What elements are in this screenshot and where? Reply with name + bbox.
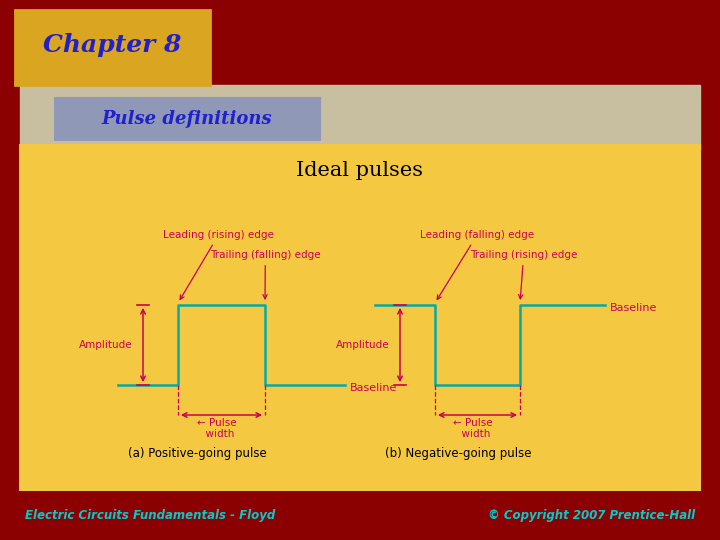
Text: Baseline: Baseline bbox=[610, 303, 657, 313]
Text: Trailing (rising) edge: Trailing (rising) edge bbox=[470, 250, 577, 299]
Text: Leading (falling) edge: Leading (falling) edge bbox=[420, 230, 534, 300]
Bar bbox=[15, 10, 210, 85]
Text: width: width bbox=[455, 429, 490, 439]
Bar bbox=[20, 85, 700, 150]
Text: Leading (rising) edge: Leading (rising) edge bbox=[163, 230, 274, 299]
Text: Ideal pulses: Ideal pulses bbox=[297, 160, 423, 179]
Text: (b) Negative-going pulse: (b) Negative-going pulse bbox=[385, 447, 531, 460]
Text: Pulse definitions: Pulse definitions bbox=[102, 110, 272, 128]
Text: ← Pulse: ← Pulse bbox=[453, 418, 492, 428]
Text: ← Pulse: ← Pulse bbox=[197, 418, 236, 428]
Text: Trailing (falling) edge: Trailing (falling) edge bbox=[210, 250, 320, 299]
Text: Baseline: Baseline bbox=[350, 383, 397, 393]
Text: © Copyright 2007 Prentice-Hall: © Copyright 2007 Prentice-Hall bbox=[488, 510, 695, 523]
Bar bbox=[55, 98, 320, 140]
Bar bbox=[0, 492, 720, 540]
Bar bbox=[20, 145, 700, 490]
Text: (a) Positive-going pulse: (a) Positive-going pulse bbox=[128, 447, 266, 460]
Text: Amplitude: Amplitude bbox=[79, 340, 133, 350]
Text: width: width bbox=[199, 429, 234, 439]
Text: Chapter 8: Chapter 8 bbox=[42, 33, 181, 57]
Text: Amplitude: Amplitude bbox=[336, 340, 390, 350]
Text: Electric Circuits Fundamentals - Floyd: Electric Circuits Fundamentals - Floyd bbox=[25, 510, 275, 523]
